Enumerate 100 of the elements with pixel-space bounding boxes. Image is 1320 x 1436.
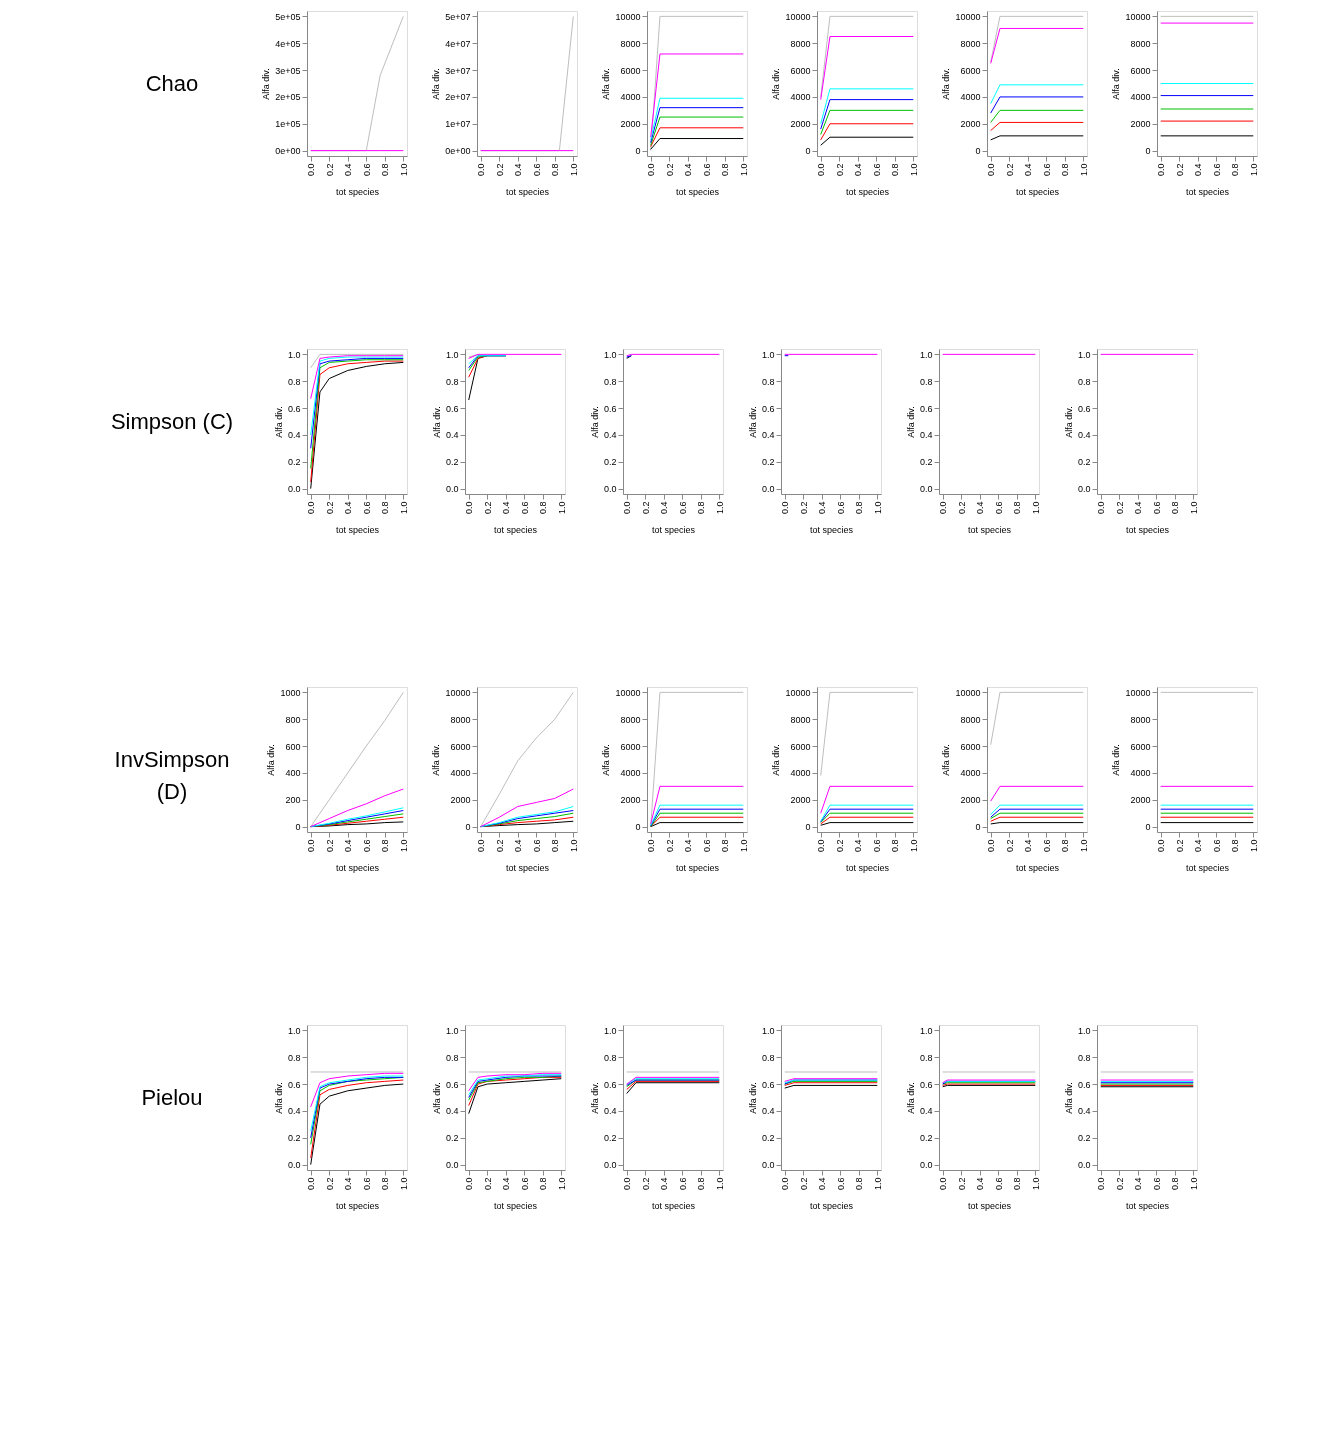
x-tick-label: 0.6 bbox=[835, 1177, 846, 1191]
x-tick-label: 0.0 bbox=[986, 163, 997, 177]
y-tick-label: 6000 bbox=[620, 741, 641, 752]
y-tick-label: 0.4 bbox=[761, 1106, 775, 1117]
y-tick-label: 1.0 bbox=[1077, 1025, 1091, 1036]
x-tick-label: 0.4 bbox=[659, 1177, 670, 1191]
x-tick-label: 0.4 bbox=[501, 1177, 512, 1191]
x-tick-label: 1.0 bbox=[1030, 501, 1041, 515]
x-axis-title: tot species bbox=[1125, 1201, 1170, 1212]
y-tick-label: 0.6 bbox=[445, 1079, 459, 1090]
x-tick-label: 0.4 bbox=[853, 163, 864, 177]
x-tick-label: 1.0 bbox=[714, 1177, 725, 1191]
y-tick-label: 10000 bbox=[1125, 687, 1151, 698]
y-tick-label: 0 bbox=[635, 146, 641, 157]
y-tick-label: 8000 bbox=[620, 714, 641, 725]
y-tick-label: 0.2 bbox=[1077, 1133, 1091, 1144]
y-tick-label: 4000 bbox=[960, 768, 981, 779]
x-tick-label: 1.0 bbox=[556, 501, 567, 515]
y-tick-label: 5e+05 bbox=[275, 11, 301, 22]
y-tick-label: 0.4 bbox=[761, 430, 775, 441]
x-tick-label: 0.2 bbox=[494, 163, 505, 177]
x-tick-label: 1.0 bbox=[738, 163, 749, 177]
x-tick-label: 1.0 bbox=[556, 1177, 567, 1191]
y-tick-label: 6000 bbox=[960, 741, 981, 752]
y-tick-label: 1.0 bbox=[445, 349, 459, 360]
x-tick-label: 0.4 bbox=[683, 163, 694, 177]
x-tick-label: 0.6 bbox=[835, 501, 846, 515]
y-tick-label: 1.0 bbox=[287, 349, 301, 360]
y-tick-label: 0.2 bbox=[287, 457, 301, 468]
y-tick-label: 0.6 bbox=[445, 403, 459, 414]
y-tick-label: 0.4 bbox=[287, 430, 301, 441]
y-tick-label: 0.0 bbox=[287, 484, 301, 495]
y-axis-title: Alfa div. bbox=[747, 406, 758, 438]
x-tick-label: 1.0 bbox=[1188, 501, 1199, 515]
x-tick-label: 0.2 bbox=[834, 163, 845, 177]
x-axis-title: tot species bbox=[1015, 863, 1060, 874]
x-axis-title: tot species bbox=[1125, 525, 1170, 536]
y-axis-title: Alfa div. bbox=[589, 406, 600, 438]
y-tick-label: 6000 bbox=[620, 65, 641, 76]
x-tick-label: 1.0 bbox=[714, 501, 725, 515]
y-tick-label: 8000 bbox=[620, 38, 641, 49]
x-tick-label: 0.2 bbox=[1004, 163, 1015, 177]
x-tick-label: 0.6 bbox=[361, 839, 372, 853]
y-tick-label: 0.4 bbox=[287, 1106, 301, 1117]
y-tick-label: 1e+07 bbox=[445, 119, 471, 130]
y-tick-label: 10000 bbox=[955, 11, 981, 22]
x-tick-label: 0.0 bbox=[816, 163, 827, 177]
y-tick-label: 0.4 bbox=[603, 430, 617, 441]
x-tick-label: 0.8 bbox=[854, 1177, 865, 1191]
y-tick-label: 0.8 bbox=[287, 1052, 301, 1063]
y-tick-label: 0 bbox=[805, 822, 811, 833]
y-tick-label: 0.0 bbox=[761, 1160, 775, 1171]
y-tick-label: 2e+05 bbox=[275, 92, 301, 103]
x-tick-label: 0.0 bbox=[646, 839, 657, 853]
y-tick-label: 0.2 bbox=[603, 457, 617, 468]
y-tick-label: 1.0 bbox=[287, 1025, 301, 1036]
y-tick-label: 8000 bbox=[450, 714, 471, 725]
x-tick-label: 0.0 bbox=[306, 839, 317, 853]
y-tick-label: 0e+00 bbox=[275, 146, 301, 157]
x-tick-label: 0.4 bbox=[817, 1177, 828, 1191]
x-tick-label: 0.2 bbox=[494, 839, 505, 853]
y-tick-label: 1.0 bbox=[445, 1025, 459, 1036]
y-tick-label: 0.6 bbox=[761, 403, 775, 414]
x-tick-label: 0.0 bbox=[646, 163, 657, 177]
y-tick-label: 8000 bbox=[960, 714, 981, 725]
y-tick-label: 0.0 bbox=[445, 484, 459, 495]
y-tick-label: 0.6 bbox=[287, 1079, 301, 1090]
x-tick-label: 0.2 bbox=[1114, 501, 1125, 515]
x-tick-label: 0.2 bbox=[324, 501, 335, 515]
x-tick-label: 0.2 bbox=[324, 163, 335, 177]
x-tick-label: 0.8 bbox=[380, 1177, 391, 1191]
x-tick-label: 0.8 bbox=[380, 163, 391, 177]
y-tick-label: 0.2 bbox=[919, 1133, 933, 1144]
x-tick-label: 0.8 bbox=[550, 163, 561, 177]
y-tick-label: 0.2 bbox=[287, 1133, 301, 1144]
x-tick-label: 0.0 bbox=[938, 1177, 949, 1191]
y-tick-label: 0.2 bbox=[445, 1133, 459, 1144]
x-tick-label: 0.0 bbox=[816, 839, 827, 853]
x-tick-label: 1.0 bbox=[908, 163, 919, 177]
x-tick-label: 0.8 bbox=[550, 839, 561, 853]
y-axis-title: Alfa div. bbox=[431, 68, 442, 100]
x-tick-label: 0.6 bbox=[361, 1177, 372, 1191]
y-tick-label: 0.0 bbox=[1077, 1160, 1091, 1171]
x-tick-label: 1.0 bbox=[1248, 163, 1259, 177]
x-tick-label: 0.2 bbox=[482, 1177, 493, 1191]
x-tick-label: 0.0 bbox=[1096, 501, 1107, 515]
y-axis-title: Alfa div. bbox=[771, 68, 782, 100]
x-axis-title: tot species bbox=[335, 1201, 380, 1212]
y-tick-label: 0.0 bbox=[445, 1160, 459, 1171]
y-tick-label: 600 bbox=[285, 741, 301, 752]
y-tick-label: 0.6 bbox=[1077, 403, 1091, 414]
x-tick-label: 0.6 bbox=[1211, 839, 1222, 853]
y-tick-label: 0.8 bbox=[445, 376, 459, 387]
y-tick-label: 4e+05 bbox=[275, 38, 301, 49]
y-tick-label: 6000 bbox=[1130, 741, 1151, 752]
x-tick-label: 0.6 bbox=[531, 839, 542, 853]
y-tick-label: 0.2 bbox=[919, 457, 933, 468]
y-tick-label: 8000 bbox=[1130, 38, 1151, 49]
y-tick-label: 10000 bbox=[1125, 11, 1151, 22]
y-tick-label: 8000 bbox=[1130, 714, 1151, 725]
